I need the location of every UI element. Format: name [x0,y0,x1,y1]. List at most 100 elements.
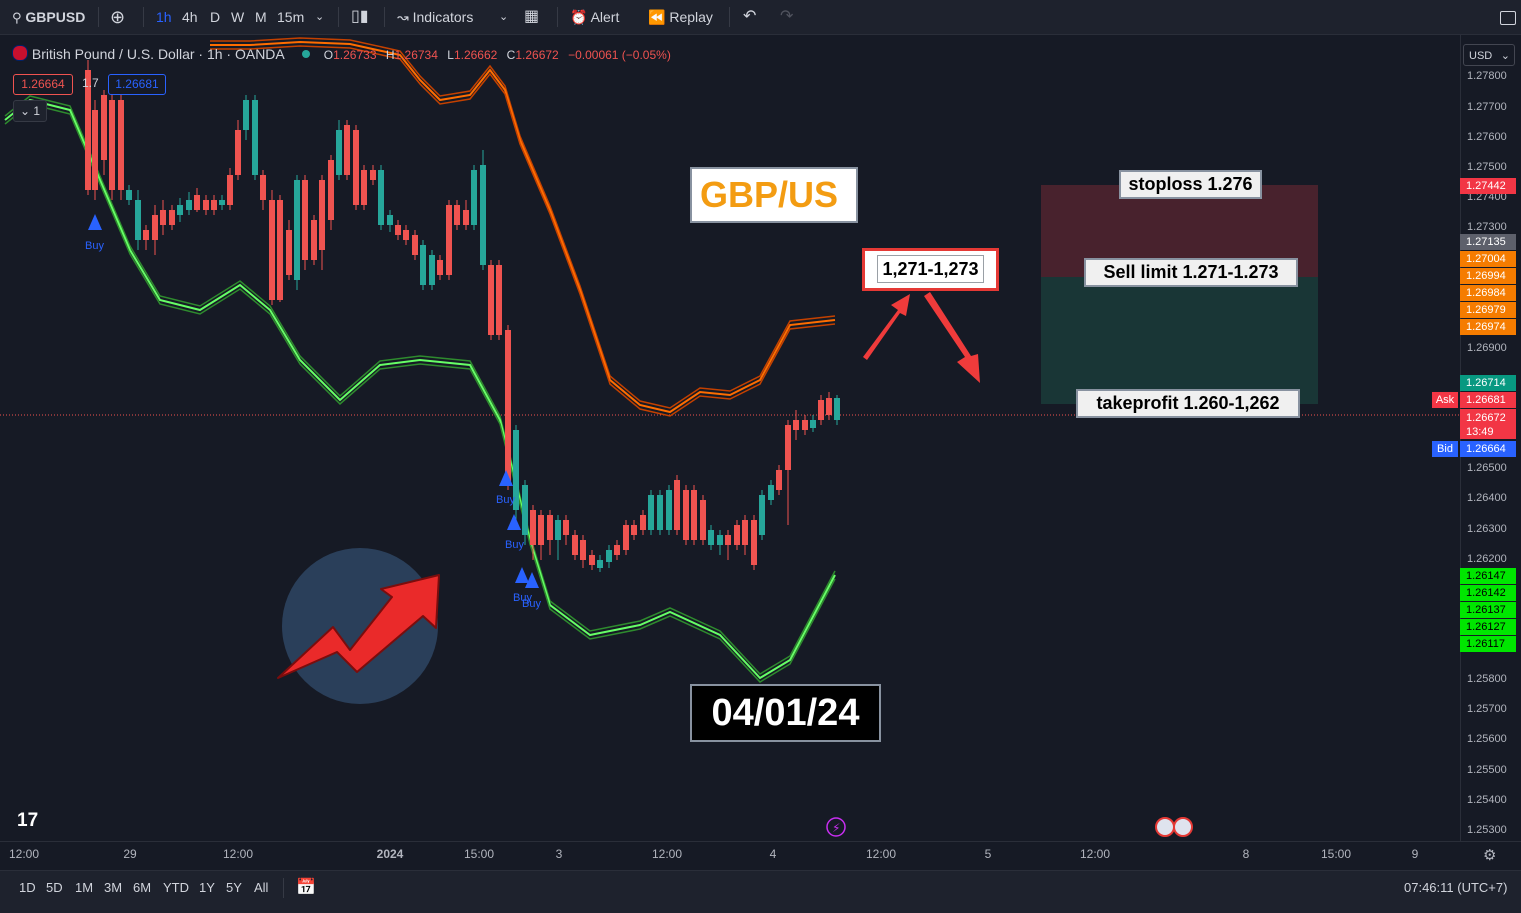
candle-body [235,130,241,175]
interval-15m[interactable]: 15m [277,9,305,25]
candle-body [387,215,393,225]
high-label: H [385,48,395,62]
change-value: −0.00061 (−0.05%) [568,48,671,62]
calendar-range-icon[interactable]: 📅 [296,879,316,896]
arrow-down-icon [924,292,980,383]
price-tick: 1.26200 [1467,553,1507,565]
candle-body [640,515,646,530]
entry-zone-annotation[interactable]: 1,271-1,273 [862,248,999,291]
buy-price-button[interactable]: 1.26681 [108,74,166,95]
buy-triangle-icon [525,572,539,588]
fullscreen-icon[interactable] [1500,0,1516,34]
candle-body [319,180,325,250]
axis-settings-icon[interactable]: ⚙ [1483,847,1497,864]
candle-body [768,485,774,500]
last-price-value: 1.26672 [1466,412,1506,424]
price-chart[interactable]: 17 ⚡ [0,35,1460,841]
range-5d[interactable]: 5D [46,880,63,895]
candle-body [759,495,765,535]
candle-body [802,420,808,430]
candle-body [203,200,209,210]
range-1m[interactable]: 1M [75,880,94,895]
price-tick: 1.25700 [1467,703,1507,715]
price-tick: 1.27400 [1467,191,1507,203]
candle-body [219,200,225,205]
currency-select[interactable]: USD ⌄ [1463,44,1515,66]
indicators-button[interactable]: ↝ Indicators [397,0,473,34]
candles-icon[interactable]: ▯▮ [351,8,369,25]
symbol-title[interactable]: British Pound / U.S. Dollar · 1h · OANDA [31,46,284,62]
candle-body [277,200,283,300]
time-tick: 8 [1242,847,1250,861]
candle-body [361,170,367,205]
date-annotation[interactable]: 04/01/24 [690,684,881,742]
pair-annotation[interactable]: GBP/US [690,167,858,223]
redo-icon[interactable]: ↷ [780,8,794,25]
candle-body [92,110,98,190]
interval-4h[interactable]: 4h [182,9,198,25]
sell-limit-label[interactable]: Sell limit 1.271-1.273 [1084,258,1298,287]
time-axis[interactable] [0,841,1521,870]
layout-grid-icon[interactable]: ▦ [524,8,540,25]
candle-body [614,545,620,555]
candle-body [700,500,706,540]
low-label: L [447,48,454,62]
compare-add-icon[interactable]: ⊕ [110,7,126,27]
toolbar-divider [98,7,99,27]
symbol-search[interactable]: ⚲ GBPUSD [12,0,85,34]
range-3m[interactable]: 3M [104,880,123,895]
candle-body [547,515,553,540]
indicators-collapse[interactable]: ⌄ 1 [13,100,47,122]
market-status-dot [301,50,310,58]
range-5y[interactable]: 5Y [226,880,242,895]
symbol-legend: British Pound / U.S. Dollar · 1h · OANDA… [12,45,671,62]
candle-body [751,520,757,565]
price-tick: 1.27800 [1467,70,1507,82]
candle-body [169,210,175,225]
clock-timezone[interactable]: 07:46:11 (UTC+7) [1404,880,1508,895]
candle-body [785,425,791,470]
buy-signal-label: Buy [496,494,515,506]
alert-button[interactable]: ⏰ Alert [570,0,619,34]
orange-band-price: 1.27004 [1460,251,1516,267]
interval-w[interactable]: W [231,9,245,25]
sell-price-button[interactable]: 1.26664 [13,74,73,95]
price-tick: 1.27300 [1467,221,1507,233]
range-6m[interactable]: 6M [133,880,152,895]
symbol-label: GBPUSD [25,9,86,25]
candle-body [648,495,654,530]
price-tick: 1.25800 [1467,673,1507,685]
replay-button[interactable]: ⏪ Replay [648,0,713,34]
range-1y[interactable]: 1Y [199,880,215,895]
range-all[interactable]: All [254,880,269,895]
range-ytd[interactable]: YTD [163,880,189,895]
spread-value: 1.7 [82,76,99,90]
interval-d[interactable]: D [210,9,221,25]
candle-body [480,165,486,265]
price-tick: 1.27600 [1467,131,1507,143]
chevron-down-icon[interactable]: ⌄ [499,11,509,23]
bid-tag: Bid [1432,441,1458,457]
chevron-down-icon[interactable]: ⌄ [315,11,325,23]
time-tick: 15:00 [1320,847,1352,861]
orange-band-price: 1.26979 [1460,302,1516,318]
undo-icon[interactable]: ↶ [743,8,757,25]
candle-body [403,230,409,240]
stoploss-label[interactable]: stoploss 1.276 [1119,170,1262,199]
bottom-toolbar [0,870,1521,913]
candle-body [717,535,723,545]
range-1d[interactable]: 1D [19,880,36,895]
candle-body [412,235,418,255]
green-band-line [4,95,836,675]
green-band-price: 1.26147 [1460,568,1516,584]
candle-body [505,330,511,485]
takeprofit-price-label: 1.26714 [1460,375,1516,391]
interval-1h[interactable]: 1h [156,9,172,25]
open-label: O [323,48,334,62]
currency-label: USD [1469,50,1493,62]
time-tick: 4 [769,847,777,861]
candle-body [260,175,266,200]
interval-m[interactable]: M [255,9,267,25]
takeprofit-label[interactable]: takeprofit 1.260-1,262 [1076,389,1300,418]
price-tick: 1.26900 [1467,342,1507,354]
